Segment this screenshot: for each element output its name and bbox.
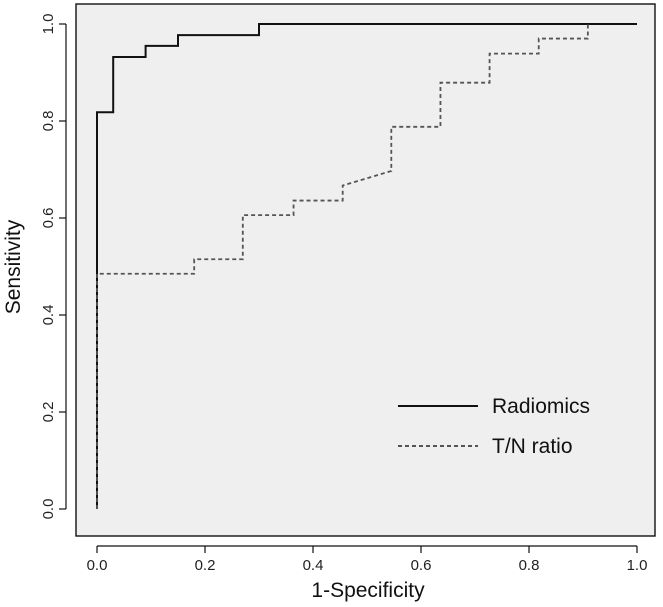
x-tick-label: 0.0 <box>87 557 108 574</box>
x-tick-label: 0.4 <box>303 557 324 574</box>
legend-label-tn-ratio: T/N ratio <box>492 435 573 458</box>
y-axis-title: Sensitivity <box>2 219 25 314</box>
y-tick-label: 0.2 <box>40 402 57 423</box>
y-tick-label: 0.4 <box>40 305 57 326</box>
legend-label-radiomics: Radiomics <box>492 395 590 418</box>
y-tick-label: 0.0 <box>40 499 57 520</box>
legend: Radiomics T/N ratio <box>398 395 590 458</box>
y-axis: 0.0 0.2 0.4 0.6 0.8 1.0 <box>40 14 67 520</box>
series-layer <box>96 23 637 509</box>
x-tick-label: 0.6 <box>411 557 432 574</box>
y-tick-label: 0.8 <box>40 111 57 132</box>
series-line-radiomics <box>96 23 637 509</box>
x-axis: 0.0 0.2 0.4 0.6 0.8 1.0 <box>87 545 648 574</box>
x-tick-label: 0.8 <box>519 557 540 574</box>
plot-area <box>75 3 656 537</box>
x-tick-label: 1.0 <box>627 557 648 574</box>
y-tick-label: 0.6 <box>40 208 57 229</box>
x-tick-label: 0.2 <box>195 557 216 574</box>
y-tick-label: 1.0 <box>40 14 57 35</box>
x-axis-title: 1-Specificity <box>311 579 425 602</box>
series-line-tn-ratio <box>96 24 589 509</box>
